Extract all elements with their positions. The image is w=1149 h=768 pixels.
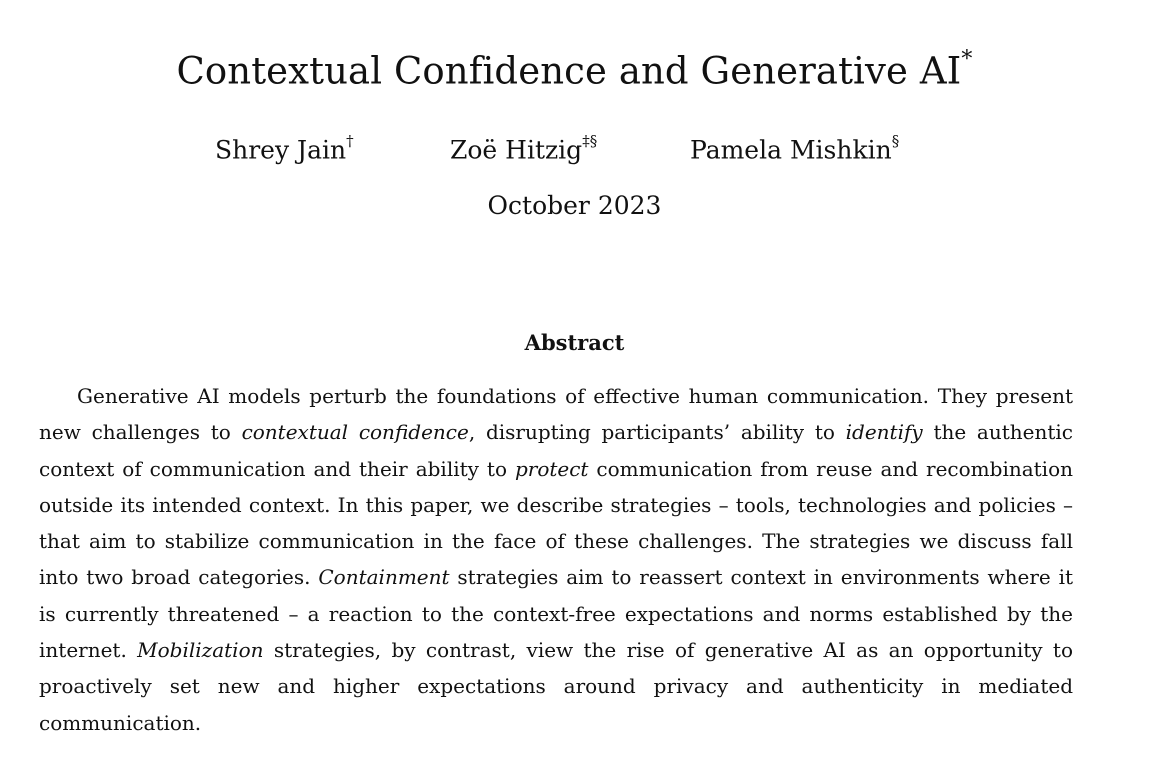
abstract-text: , disrupting participants’ ability to (468, 420, 846, 445)
paper-title-text: Contextual Confidence and Generative AI (176, 49, 962, 93)
abstract-emphasis: identify (845, 420, 923, 445)
abstract-emphasis: protect (514, 456, 589, 481)
abstract-text: Generative AI models perturb the foundat… (39, 384, 1073, 445)
author-name: Zoë Hitzig (450, 135, 583, 165)
abstract-text: the authentic context of communication a… (39, 420, 1074, 481)
paper-title: Contextual Confidence and Generative AI* (0, 40, 1149, 95)
author-name: Shrey Jain (215, 135, 347, 165)
abstract-emphasis: Containment (318, 565, 450, 590)
abstract-emphasis: contextual confidence (241, 420, 469, 445)
abstract-body: Generative AI models perturb the foundat… (39, 378, 1073, 741)
author-affiliation-marks: ‡§ (582, 132, 598, 150)
title-footnote-mark: * (961, 47, 973, 72)
abstract-emphasis: Mobilization (137, 638, 264, 663)
author-affiliation-marks: § (891, 132, 900, 150)
abstract-text: strategies, by contrast, view the rise o… (39, 638, 1073, 735)
publication-date: October 2023 (487, 191, 662, 220)
author-pamela-mishkin: Pamela Mishkin§ (690, 124, 899, 170)
author-shrey-jain: Shrey Jain† (215, 124, 354, 170)
author-zoe-hitzig: Zoë Hitzig‡§ (450, 124, 597, 170)
abstract-text: communication from reuse and recombinati… (39, 456, 1074, 590)
author-affiliation-marks: † (346, 132, 354, 150)
abstract-text: strategies aim to reassert context in en… (39, 565, 1074, 663)
author-name: Pamela Mishkin (690, 135, 892, 165)
author-list: Shrey Jain† Zoë Hitzig‡§ Pamela Mishkin§ (0, 124, 1149, 164)
abstract-heading: Abstract (524, 330, 625, 355)
